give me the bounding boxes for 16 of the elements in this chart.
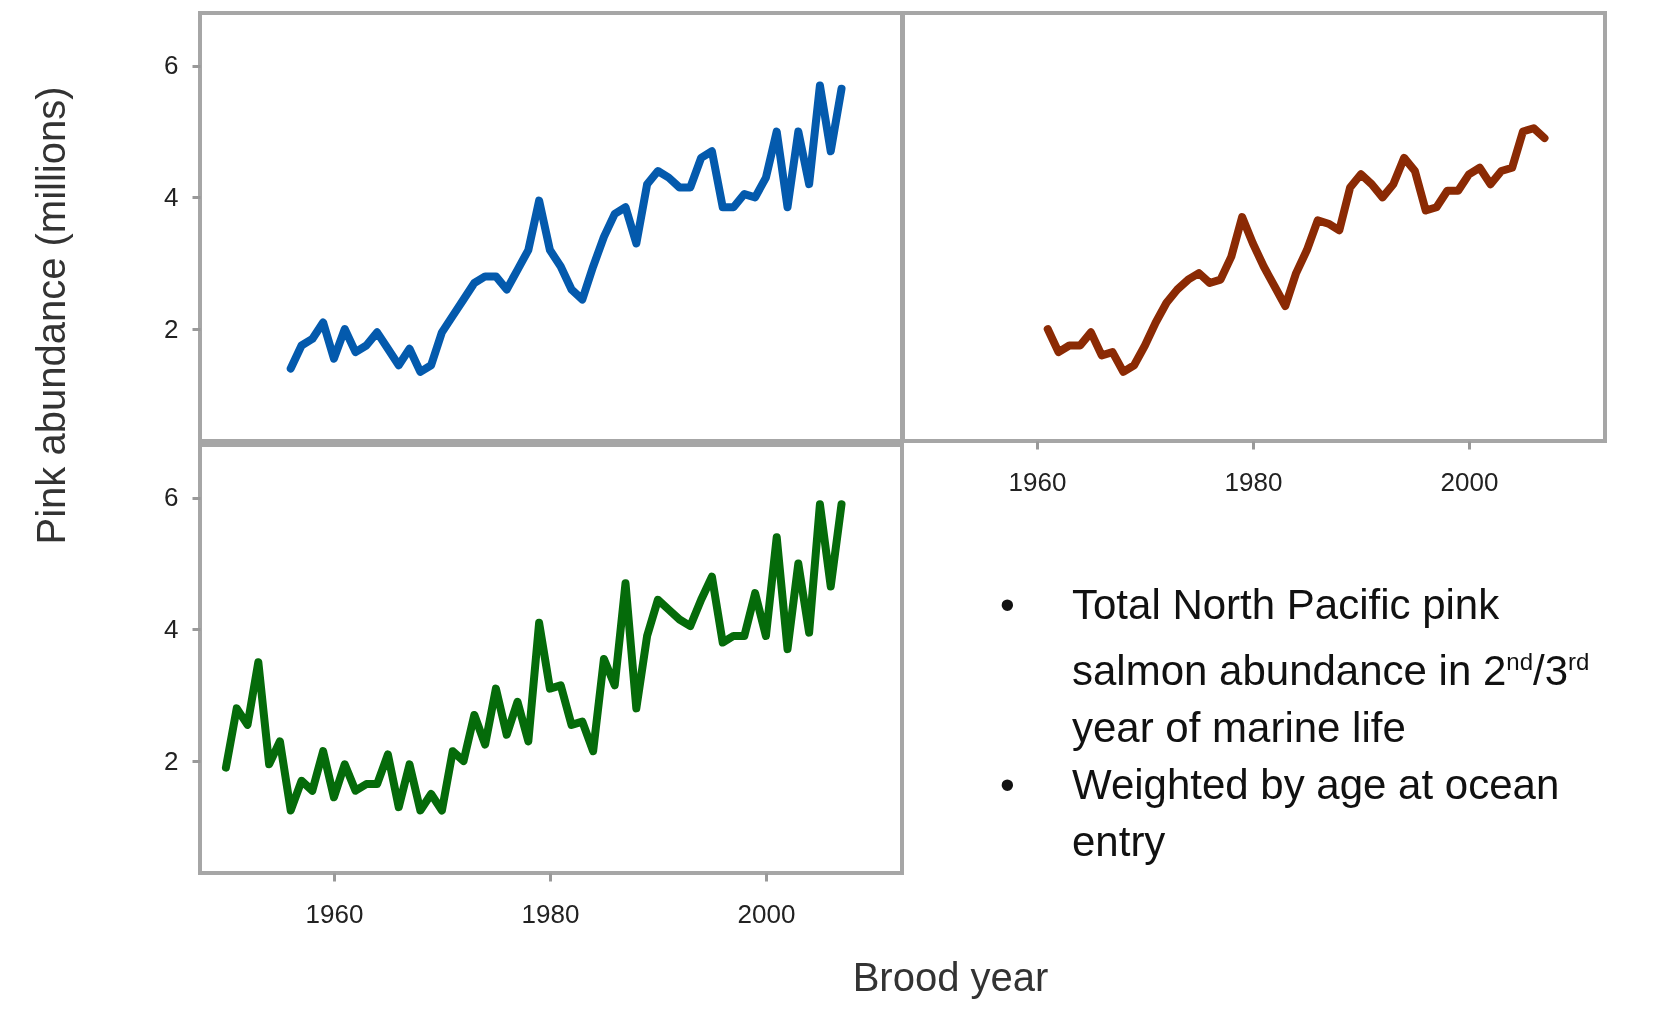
x-tick-label: 1960 bbox=[305, 898, 364, 929]
y-tick-label: 6 bbox=[164, 482, 179, 513]
x-axis-title: Brood year bbox=[852, 954, 1049, 999]
x-tick-label: 2000 bbox=[1440, 466, 1499, 497]
text: • Total North Pacific pink salmon abundance in 2$^{nd}$/3$^{rd}$ year of marine life bbox=[1000, 581, 1590, 751]
x-tick-label: 1980 bbox=[1224, 466, 1283, 497]
x-tick-label: 1960 bbox=[1008, 466, 1067, 497]
y-tick-label: 2 bbox=[164, 313, 179, 344]
y-axis-title: Pink abundance (millions) bbox=[28, 86, 73, 545]
y-tick-label: 6 bbox=[164, 50, 179, 81]
y-tick-label: 2 bbox=[164, 745, 179, 776]
x-tick-label: 1980 bbox=[521, 898, 580, 929]
y-tick-label: 4 bbox=[164, 181, 179, 212]
x-tick-label: 2000 bbox=[737, 898, 796, 929]
text: • Weighted by age at ocean entry bbox=[1000, 761, 1560, 865]
y-tick-label: 4 bbox=[164, 613, 179, 644]
